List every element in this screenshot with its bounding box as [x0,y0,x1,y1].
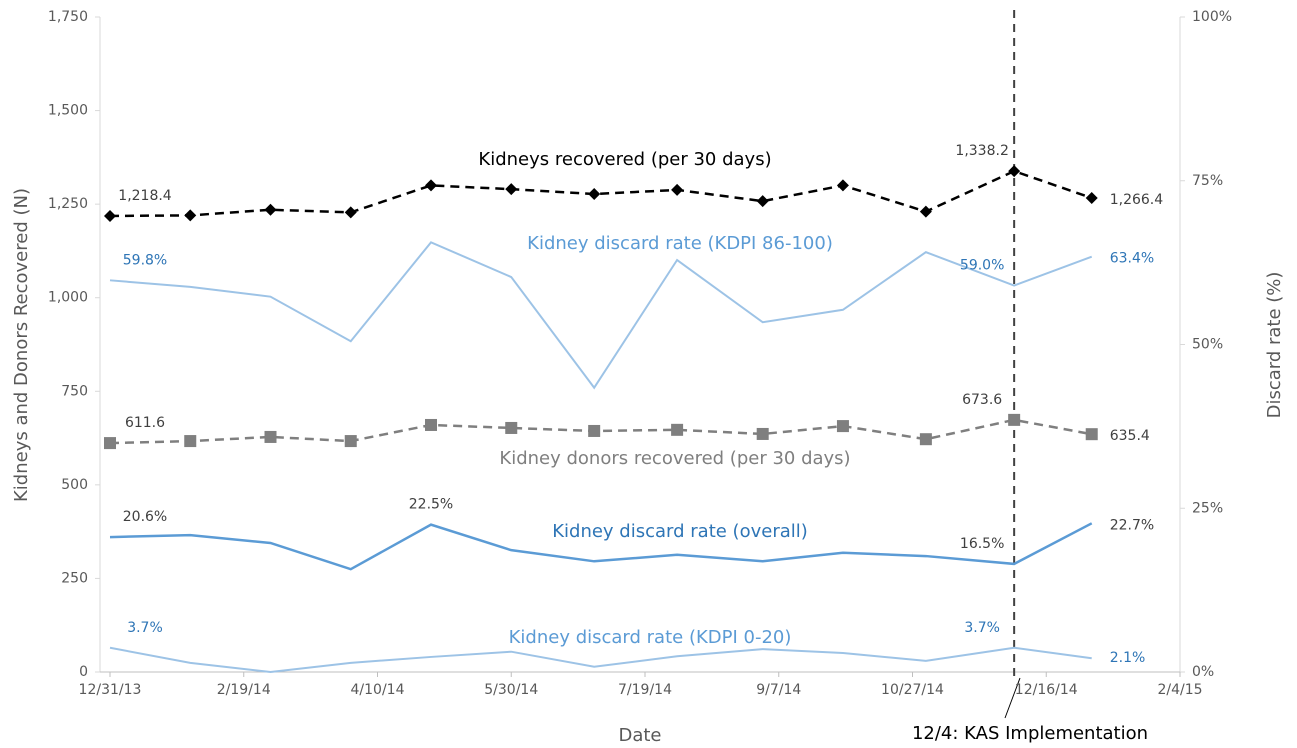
series-name: Kidney discard rate (overall) [552,521,808,542]
marker [184,435,197,448]
marker [836,179,849,192]
data-label: 673.6 [962,392,1002,408]
data-label: 63.4% [1110,251,1154,267]
series-line [109,522,1093,571]
marker [344,435,357,448]
marker [344,206,357,219]
y-tick-label: 750 [61,383,88,399]
marker [184,209,197,222]
series-name: Kidney discard rate (KDPI 0-20) [509,627,792,648]
series-line [109,169,1093,218]
data-label: 20.6% [123,509,167,525]
marker [588,424,601,437]
marker [756,427,769,440]
y2-tick-label: 50% [1192,337,1223,353]
series-name: Kidneys recovered (per 30 days) [478,149,771,170]
series-name: Kidney donors recovered (per 30 days) [499,448,850,469]
series-line [109,241,1093,390]
data-label: 635.4 [1110,428,1150,444]
y2-tick-label: 75% [1192,173,1223,189]
data-label: 22.5% [409,497,453,513]
marker [1085,192,1098,205]
marker [756,195,769,208]
data-label: 1,338.2 [955,143,1008,159]
x-tick-label: 4/10/14 [351,682,405,698]
x-tick-label: 7/19/14 [618,682,672,698]
data-label: 16.5% [960,536,1004,552]
marker [425,179,437,192]
data-label: 1,218.4 [118,188,172,204]
marker [1008,413,1021,426]
y-axis-title: Kidneys and Donors Recovered (N) [11,188,32,502]
data-label: 59.8% [123,252,167,268]
x-axis-title: Date [618,725,661,746]
annotation-leader [1004,677,1021,719]
y-tick-label: 250 [61,570,88,586]
annotation: 12/4: KAS Implementation [912,723,1148,744]
marker [505,183,518,196]
series-line [109,646,1092,674]
series-name: Kidney discard rate (KDPI 86-100) [527,233,833,254]
data-label: 2.1% [1110,650,1146,666]
x-tick-label: 10/27/14 [881,682,944,698]
y2-tick-label: 100% [1192,9,1232,25]
y-tick-label: 500 [61,477,88,493]
marker [836,420,849,433]
data-label: 1,266.4 [1110,192,1164,208]
marker [104,209,116,222]
marker [919,433,932,446]
y2-tick-label: 25% [1192,500,1223,516]
marker [588,188,601,201]
data-label: 59.0% [960,258,1004,274]
marker [1085,428,1098,441]
marker [671,423,684,436]
marker [919,205,932,218]
y-tick-label: 1,000 [48,290,88,306]
y-tick-label: 1,250 [48,196,88,212]
marker [1008,165,1021,178]
x-tick-label: 5/30/14 [484,682,538,698]
marker [104,437,116,450]
data-label: 3.7% [127,620,163,636]
x-tick-label: 9/7/14 [756,682,801,698]
data-label: 22.7% [1110,517,1154,533]
marker [425,418,437,431]
x-tick-label: 2/4/15 [1157,682,1202,698]
x-tick-label: 2/19/14 [217,682,271,698]
y-tick-label: 0 [79,664,88,680]
y2-tick-label: 0% [1192,664,1214,680]
marker [264,203,277,216]
x-tick-label: 12/16/14 [1015,682,1078,698]
data-label: 611.6 [125,415,165,431]
marker [264,430,277,443]
series-line [109,418,1092,445]
y-tick-label: 1,500 [48,103,88,119]
data-label: 3.7% [964,620,1000,636]
marker [671,183,684,196]
marker [505,421,518,434]
y2-axis-title: Discard rate (%) [1264,272,1285,419]
y-tick-label: 1,750 [48,9,88,25]
x-tick-label: 12/31/13 [79,682,142,698]
